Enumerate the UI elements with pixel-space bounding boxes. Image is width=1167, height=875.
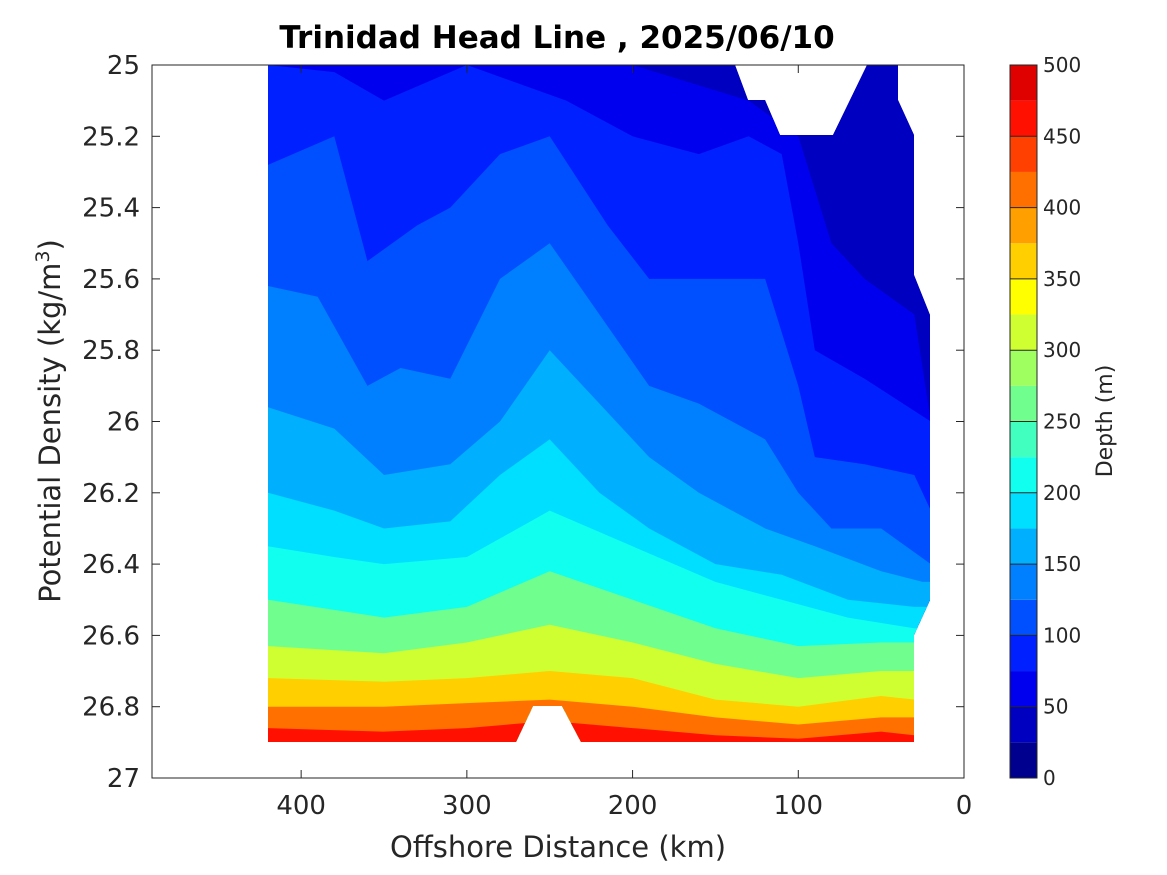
y-tick-label: 25.4 xyxy=(82,194,140,224)
y-axis-label-sup: 3 xyxy=(32,250,54,262)
colorbar-tick-label: 50 xyxy=(1043,695,1068,719)
colorbar-tick-label: 200 xyxy=(1043,481,1081,505)
colorbar-swatch xyxy=(1010,528,1037,565)
y-tick-label: 26.2 xyxy=(82,479,140,509)
y-tick-label: 26 xyxy=(107,408,140,438)
colorbar-tick-label: 450 xyxy=(1043,124,1081,148)
colorbar-swatch xyxy=(1010,421,1037,458)
colorbar-swatch xyxy=(1010,671,1037,707)
colorbar-swatch xyxy=(1010,385,1037,422)
y-tick-label: 26.8 xyxy=(82,693,140,723)
colorbar-tick-label: 350 xyxy=(1043,267,1081,291)
y-axis-label-close: ) xyxy=(33,239,67,250)
colorbar-swatch xyxy=(1010,706,1037,743)
colorbar-swatch xyxy=(1010,350,1037,386)
chart-title: Trinidad Head Line , 2025/06/10 xyxy=(279,20,834,56)
colorbar-ticks: 0 50 100 150 200 250 300 350 400 450 500 xyxy=(1010,53,1081,790)
contour-fill-group xyxy=(268,65,930,742)
y-axis-label: Potential Density (kg/m3) xyxy=(32,239,67,603)
colorbar-tick-label: 250 xyxy=(1043,410,1081,434)
colorbar-tick-label: 400 xyxy=(1043,196,1081,220)
colorbar-swatch xyxy=(1010,136,1037,172)
colorbar-swatch xyxy=(1010,492,1037,529)
colorbar-swatch xyxy=(1010,564,1037,600)
y-tick-label: 25 xyxy=(107,51,140,81)
x-tick-label: 300 xyxy=(442,791,492,821)
colorbar-swatch xyxy=(1010,65,1037,101)
x-tick-label: 200 xyxy=(608,791,658,821)
y-axis-label-main: Potential Density (kg/m xyxy=(33,263,67,603)
colorbar-tick-label: 300 xyxy=(1043,338,1081,362)
y-tick-label: 25.8 xyxy=(82,336,140,366)
colorbar-swatch xyxy=(1010,100,1037,137)
y-tick-label: 25.6 xyxy=(82,265,140,295)
colorbar-label: Depth (m) xyxy=(1093,365,1118,478)
colorbar-tick-label: 100 xyxy=(1043,623,1081,647)
x-axis-label: Offshore Distance (km) xyxy=(390,830,726,864)
y-tick-label: 25.2 xyxy=(82,122,140,152)
colorbar-tick-label: 0 xyxy=(1043,766,1056,790)
colorbar xyxy=(1009,64,1038,779)
x-tick-label: 100 xyxy=(773,791,823,821)
colorbar-tick-label: 150 xyxy=(1043,552,1081,576)
x-axis: 400 300 200 100 0 xyxy=(276,65,972,821)
colorbar-swatch xyxy=(1010,742,1037,778)
colorbar-tick-label: 500 xyxy=(1043,53,1081,77)
x-tick-label: 400 xyxy=(276,791,326,821)
x-tick-label: 0 xyxy=(956,791,973,821)
y-tick-label: 26.6 xyxy=(82,621,140,651)
colorbar-swatch xyxy=(1010,314,1037,351)
y-axis: 25 25.2 25.4 25.6 25.8 26 26.2 26.4 26.6 26.8 27 xyxy=(82,51,964,794)
colorbar-swatch xyxy=(1010,635,1037,672)
colorbar-swatch xyxy=(1010,207,1037,244)
colorbar-swatch xyxy=(1010,171,1037,208)
colorbar-swatch xyxy=(1010,599,1037,636)
colorbar-swatch xyxy=(1010,278,1037,315)
colorbar-swatch xyxy=(1010,457,1037,493)
colorbar-swatch xyxy=(1010,243,1037,279)
y-tick-label: 26.4 xyxy=(82,550,140,580)
contour-band-450 xyxy=(268,720,930,742)
y-tick-label: 27 xyxy=(107,764,140,794)
